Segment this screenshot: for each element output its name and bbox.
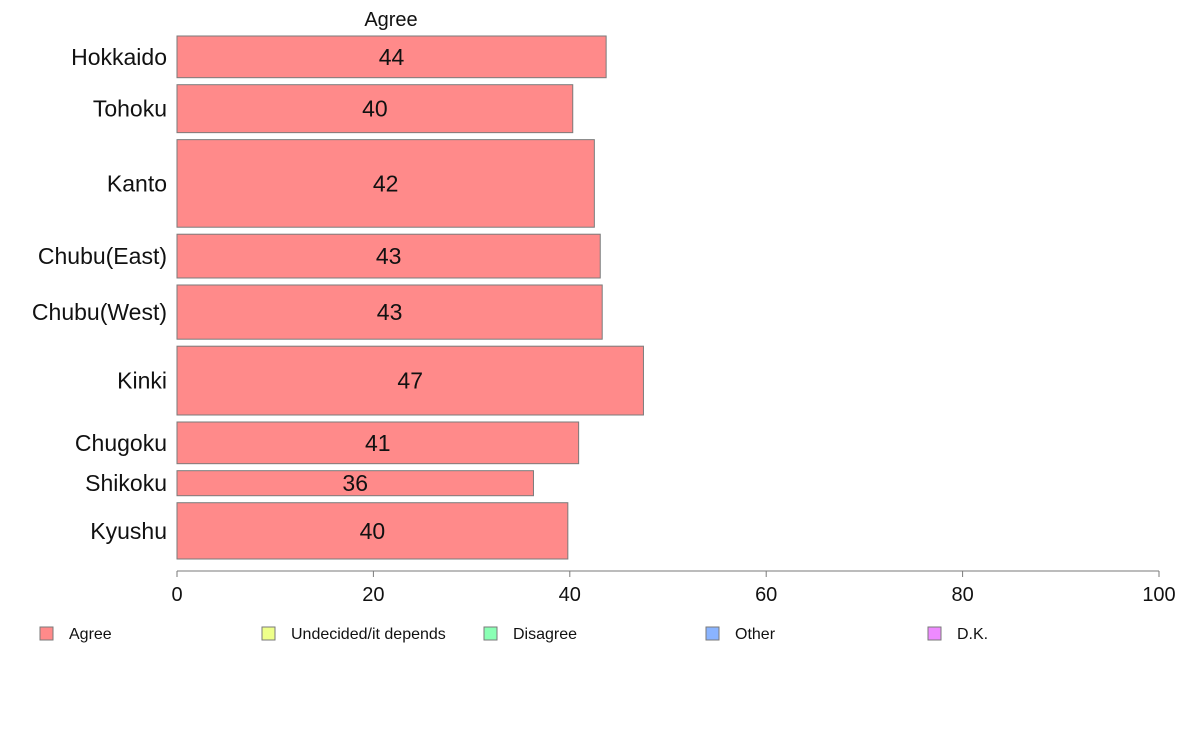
- legend-swatch-undecided-it-depends: [261, 626, 276, 641]
- legend-swatch-other: [705, 626, 720, 641]
- region-label-tohoku: Tohoku: [93, 96, 167, 122]
- column-title: Agree: [364, 9, 417, 31]
- x-tick-label-20: 20: [362, 584, 384, 606]
- bar-value-chubu-east: 43: [376, 243, 402, 269]
- bar-agree-hokkaido: [176, 35, 607, 79]
- x-axis: 0 20 40 60 80 100: [171, 570, 1176, 606]
- x-tick-label-60: 60: [755, 584, 777, 606]
- x-tick-label-80: 80: [951, 584, 973, 606]
- legend-label-d-k: D.K.: [957, 626, 988, 643]
- x-tick-label-40: 40: [559, 584, 581, 606]
- legend: Agree Undecided/it depends Disagree Other D.…: [39, 626, 988, 643]
- bar-agree-chugoku: [176, 421, 580, 465]
- legend-label-other: Other: [735, 626, 776, 643]
- bar-agree-kinki: [176, 345, 644, 416]
- bar-value-chugoku: 41: [365, 430, 391, 456]
- region-label-kinki: Kinki: [117, 368, 167, 394]
- bar-agree-tohoku: [176, 84, 574, 134]
- bars-group: Hokkaido 44 Tohoku 40 Kanto 42 Chubu(East) 43 Ch…: [32, 35, 644, 560]
- region-label-hokkaido: Hokkaido: [71, 44, 167, 70]
- bar-value-tohoku: 40: [362, 96, 388, 122]
- bar-value-kinki: 47: [397, 368, 423, 394]
- x-tick-label-0: 0: [171, 584, 182, 606]
- legend-swatch-disagree: [483, 626, 498, 641]
- legend-label-disagree: Disagree: [513, 626, 577, 643]
- bar-value-kyushu: 40: [360, 518, 386, 544]
- region-label-shikoku: Shikoku: [85, 470, 167, 496]
- bar-agree-chubu-west: [176, 284, 603, 340]
- region-label-chugoku: Chugoku: [75, 430, 167, 456]
- bar-agree-kyushu: [176, 502, 569, 560]
- x-tick-label-100: 100: [1142, 584, 1175, 606]
- legend-swatch-d-k: [927, 626, 942, 641]
- bar-agree-chubu-east: [176, 233, 601, 279]
- region-label-kanto: Kanto: [107, 170, 167, 196]
- bar-value-chubu-west: 43: [377, 299, 403, 325]
- bar-value-hokkaido: 44: [379, 44, 405, 70]
- region-label-chubu-east: Chubu(East): [38, 243, 167, 269]
- region-label-kyushu: Kyushu: [90, 518, 167, 544]
- bar-value-kanto: 42: [373, 170, 399, 196]
- bar-agree-kanto: [176, 139, 595, 228]
- bar-agree-shikoku: [176, 470, 534, 497]
- legend-label-undecided-it-depends: Undecided/it depends: [291, 626, 446, 643]
- region-label-chubu-west: Chubu(West): [32, 299, 167, 325]
- legend-swatch-agree: [39, 626, 54, 641]
- legend-label-agree: Agree: [69, 626, 112, 643]
- bar-value-shikoku: 36: [342, 470, 368, 496]
